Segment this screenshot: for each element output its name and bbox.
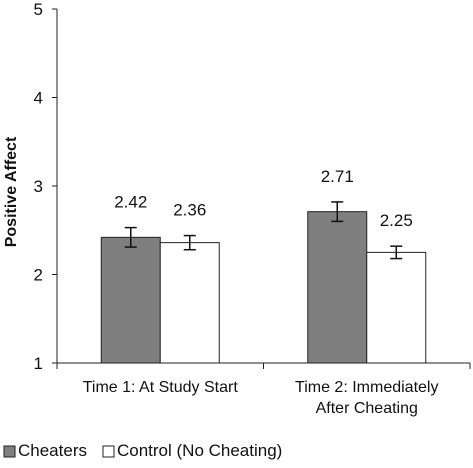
y-tick-label: 3 [34, 177, 43, 196]
x-axis: Time 1: At Study Start Time 2: Immediatel… [56, 362, 471, 417]
data-label: 2.36 [173, 201, 206, 220]
legend-swatch [3, 445, 16, 458]
y-tick-label: 1 [34, 354, 43, 373]
x-tick-label: After Cheating [316, 400, 418, 417]
legend-swatch [102, 445, 115, 458]
y-tick-label: 4 [34, 89, 43, 108]
y-axis-label: Positive Affect [3, 136, 20, 247]
data-label: 2.42 [114, 193, 147, 212]
legend-label: Control (No Cheating) [117, 441, 282, 460]
bar [100, 236, 161, 364]
y-axis: 1 2 3 4 5 [34, 0, 58, 373]
x-tick-label: Time 1: At Study Start [83, 379, 239, 396]
legend-label: Cheaters [18, 441, 87, 460]
data-label: 2.25 [380, 211, 413, 230]
bar [159, 242, 220, 364]
data-label: 2.71 [321, 167, 354, 186]
bar [307, 211, 368, 364]
bar [366, 251, 427, 364]
bars: 2.42 2.36 2.71 2.25 [100, 167, 427, 364]
y-tick-label: 5 [34, 0, 43, 19]
legend: Cheaters Control (No Cheating) [3, 441, 282, 460]
x-tick-label: Time 2: Immediately [295, 379, 438, 396]
y-tick-label: 2 [34, 266, 43, 285]
